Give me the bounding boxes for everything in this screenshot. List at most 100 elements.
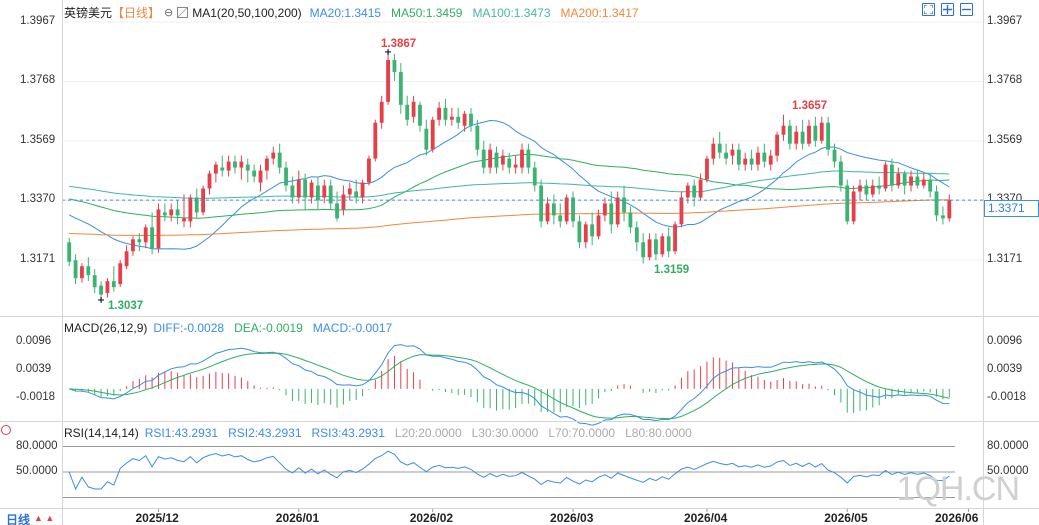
candle-body bbox=[654, 239, 658, 255]
candle-up bbox=[909, 170, 913, 192]
candle-body bbox=[851, 191, 856, 222]
candle-down bbox=[475, 119, 480, 156]
ma50-value: MA50:1.3459 bbox=[391, 5, 463, 20]
candle-up bbox=[775, 131, 780, 162]
candle-up bbox=[449, 107, 454, 126]
candle-body bbox=[730, 149, 735, 156]
candle-body bbox=[768, 155, 773, 165]
candle-up bbox=[156, 203, 161, 253]
candle-body bbox=[335, 203, 339, 219]
candle-body bbox=[756, 152, 760, 165]
candle-up bbox=[309, 179, 314, 204]
candle-body bbox=[762, 152, 767, 162]
candle-body bbox=[405, 104, 410, 120]
candle-body bbox=[386, 59, 390, 102]
candle-body bbox=[392, 59, 397, 72]
candle-up bbox=[367, 155, 371, 186]
candle-body bbox=[175, 209, 180, 216]
candle-down bbox=[86, 257, 91, 282]
price-tick-label: 1.3967 bbox=[987, 15, 1023, 27]
macd-tick-label: 0.0096 bbox=[16, 335, 52, 348]
candle-down bbox=[252, 164, 257, 183]
candle-down bbox=[628, 206, 633, 234]
candle-body bbox=[736, 149, 741, 165]
candle-up bbox=[730, 143, 735, 165]
candle-body bbox=[679, 197, 684, 225]
candle-body bbox=[660, 236, 665, 255]
candle-body bbox=[449, 116, 454, 120]
candle-body bbox=[500, 155, 505, 165]
candle-down bbox=[405, 95, 410, 126]
candle-up bbox=[488, 143, 493, 174]
period-footer-label[interactable]: 日线 bbox=[6, 513, 31, 525]
candle-body bbox=[507, 158, 512, 168]
rsi-l80: L80:80.0000 bbox=[625, 426, 692, 440]
x-axis-month-label: 2026/01 bbox=[275, 511, 320, 525]
candle-body bbox=[67, 242, 72, 262]
period-label[interactable]: 【日线】 bbox=[112, 6, 161, 20]
candle-body bbox=[201, 188, 206, 213]
zoom-out-icon[interactable] bbox=[960, 3, 973, 16]
candle-body bbox=[182, 218, 186, 222]
candle-body bbox=[105, 281, 110, 294]
candle-body bbox=[902, 173, 907, 186]
watermark-logo: 1QH.CN bbox=[896, 470, 1020, 508]
candle-body bbox=[794, 131, 799, 144]
candle-body bbox=[328, 185, 333, 204]
macd-diff-value: DIFF:-0.0028 bbox=[153, 321, 225, 335]
candle-body bbox=[647, 239, 652, 258]
candle-body bbox=[290, 185, 295, 198]
candle-body bbox=[430, 119, 435, 150]
macd-tick-label: 0.0096 bbox=[987, 335, 1023, 348]
rsi-l70: L70:70.0000 bbox=[548, 426, 616, 440]
candle-body bbox=[602, 203, 607, 216]
candle-up bbox=[768, 149, 773, 171]
candle-down bbox=[539, 179, 544, 228]
candle-down bbox=[137, 233, 142, 252]
ma100-line bbox=[69, 170, 950, 199]
candle-down bbox=[622, 185, 626, 222]
candle-body bbox=[354, 191, 359, 198]
price-tick-label: 1.3768 bbox=[987, 74, 1023, 87]
candle-up bbox=[182, 194, 186, 228]
candle-up bbox=[756, 146, 760, 171]
candle-up bbox=[131, 236, 135, 256]
indicator-settings-icon[interactable] bbox=[177, 7, 189, 18]
candle-down bbox=[526, 143, 531, 174]
candle-body bbox=[539, 185, 544, 222]
candle-body bbox=[424, 128, 429, 150]
candle-body bbox=[717, 143, 722, 153]
x-axis-month-label: 2026/02 bbox=[409, 511, 454, 525]
candle-body bbox=[673, 224, 677, 252]
candle-body bbox=[628, 212, 633, 228]
x-axis-month-label: 2025/12 bbox=[135, 511, 179, 525]
candle-down bbox=[418, 101, 422, 132]
candle-down bbox=[354, 179, 359, 204]
price-tick-label: 1.3569 bbox=[20, 133, 56, 146]
settings-gear-icon[interactable]: ⊖ bbox=[164, 7, 174, 19]
candle-down bbox=[641, 233, 646, 264]
zoom-in-icon[interactable] bbox=[941, 3, 954, 16]
candle-body bbox=[373, 122, 378, 159]
candle-body bbox=[590, 224, 595, 237]
rsi-line bbox=[68, 450, 950, 491]
fullscreen-icon[interactable] bbox=[922, 3, 935, 16]
candle-body bbox=[666, 236, 671, 252]
crosshair-icon[interactable] bbox=[1, 425, 11, 435]
candle-up bbox=[411, 95, 416, 123]
candle-down bbox=[902, 170, 907, 195]
candle-body bbox=[303, 179, 308, 198]
candle-body bbox=[162, 212, 167, 216]
candle-body bbox=[156, 209, 161, 249]
candle-up bbox=[373, 119, 378, 162]
candle-up bbox=[781, 114, 786, 141]
candle-down bbox=[800, 119, 805, 150]
candle-body bbox=[73, 260, 78, 279]
footer-toggle-icons[interactable]: ▲ ▲ bbox=[34, 513, 55, 523]
candle-down bbox=[787, 119, 792, 150]
candle-up bbox=[226, 155, 231, 177]
rsi-tick-label: 50.0000 bbox=[987, 465, 1029, 477]
candle-up bbox=[258, 164, 263, 192]
macd-legend: MACD(26,12,9) DIFF:-0.0028 DEA:-0.0019 M… bbox=[64, 321, 396, 335]
